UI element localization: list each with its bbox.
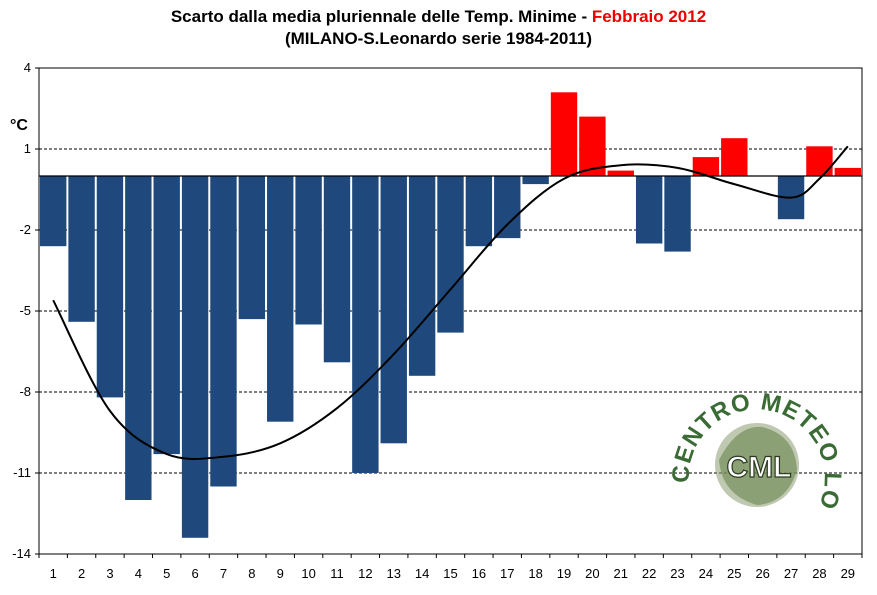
bar [323, 176, 351, 363]
x-tick-label: 7 [220, 566, 227, 581]
bar [465, 176, 493, 247]
bar [153, 176, 180, 455]
x-tick-label: 8 [248, 566, 255, 581]
x-tick-label: 25 [727, 566, 741, 581]
bar [210, 176, 237, 487]
x-tick-label: 11 [330, 566, 344, 581]
x-tick-label: 10 [301, 566, 315, 581]
x-tick-label: 3 [106, 566, 113, 581]
y-axis-unit: °C [10, 117, 28, 134]
x-tick-label: 13 [387, 566, 401, 581]
x-tick-label: 15 [443, 566, 457, 581]
axes [35, 67, 863, 558]
x-tick-label: 21 [614, 566, 628, 581]
bar [664, 176, 691, 252]
bar [68, 176, 95, 322]
bar [267, 176, 294, 422]
bar [607, 170, 634, 176]
x-tick-label: 20 [585, 566, 599, 581]
bar [437, 176, 464, 333]
bar [579, 116, 606, 176]
logo-region-shape [719, 426, 797, 505]
bar [238, 176, 266, 320]
bar [721, 138, 748, 176]
x-tick-label: 12 [358, 566, 372, 581]
bar [806, 146, 833, 176]
y-tick-label: -11 [13, 465, 31, 480]
bar [352, 176, 379, 473]
y-tick-label: -8 [19, 384, 31, 399]
x-tick-label: 23 [670, 566, 684, 581]
x-tick-label: 18 [528, 566, 542, 581]
bar [692, 157, 720, 176]
x-tick-labels: 1 2 3 4 5 6 7 8 9 10 11 12 13 14 15 16 17 18 19 20 21 22 23 24 2… [50, 566, 855, 581]
y-tick-label: 1 [24, 141, 31, 156]
chart-subtitle: (MILANO-S.Leonardo serie 1984-2011) [284, 29, 593, 48]
title-line-1: Scarto dalla media pluriennale delle Tem… [0, 6, 877, 28]
x-tick-label: 19 [557, 566, 571, 581]
y-tick-labels: 4 1 -2 -5 -8 -11 -14 [12, 60, 31, 561]
x-tick-label: 6 [191, 566, 198, 581]
x-tick-label: 17 [500, 566, 514, 581]
x-tick-label: 9 [277, 566, 284, 581]
bar [834, 167, 862, 176]
y-tick-label: -5 [19, 303, 31, 318]
x-tick-label: 28 [812, 566, 826, 581]
bar [494, 176, 521, 239]
x-tick-label: 22 [642, 566, 656, 581]
x-tick-label: 24 [699, 566, 713, 581]
x-tick-label: 1 [50, 566, 57, 581]
title-month: Febbraio 2012 [591, 7, 707, 26]
x-tick-label: 14 [415, 566, 429, 581]
trend-line-group [52, 145, 849, 460]
bar [181, 176, 209, 538]
bar [522, 176, 549, 185]
y-tick-label: -14 [12, 546, 31, 561]
y-tick-label: 4 [24, 60, 31, 75]
x-tick-label: 27 [784, 566, 798, 581]
bar [408, 176, 436, 376]
bar [380, 176, 407, 444]
trend-line [52, 145, 849, 460]
x-tick-label: 2 [78, 566, 85, 581]
bar [550, 92, 578, 176]
x-tick-label: 4 [135, 566, 142, 581]
bar [39, 176, 67, 247]
x-tick-label: 16 [472, 566, 486, 581]
x-tick-label: 29 [841, 566, 855, 581]
chart-title: Scarto dalla media pluriennale delle Tem… [0, 6, 877, 50]
bar [635, 176, 663, 244]
y-tick-label: -2 [19, 222, 31, 237]
x-tick-label: 5 [163, 566, 170, 581]
bars [39, 92, 862, 538]
bar [125, 176, 152, 500]
bar [295, 176, 322, 325]
title-main: Scarto dalla media pluriennale delle Tem… [170, 7, 592, 26]
bar [96, 176, 124, 398]
logo-abbreviation: CML [727, 451, 792, 484]
x-tick-label: 26 [755, 566, 769, 581]
